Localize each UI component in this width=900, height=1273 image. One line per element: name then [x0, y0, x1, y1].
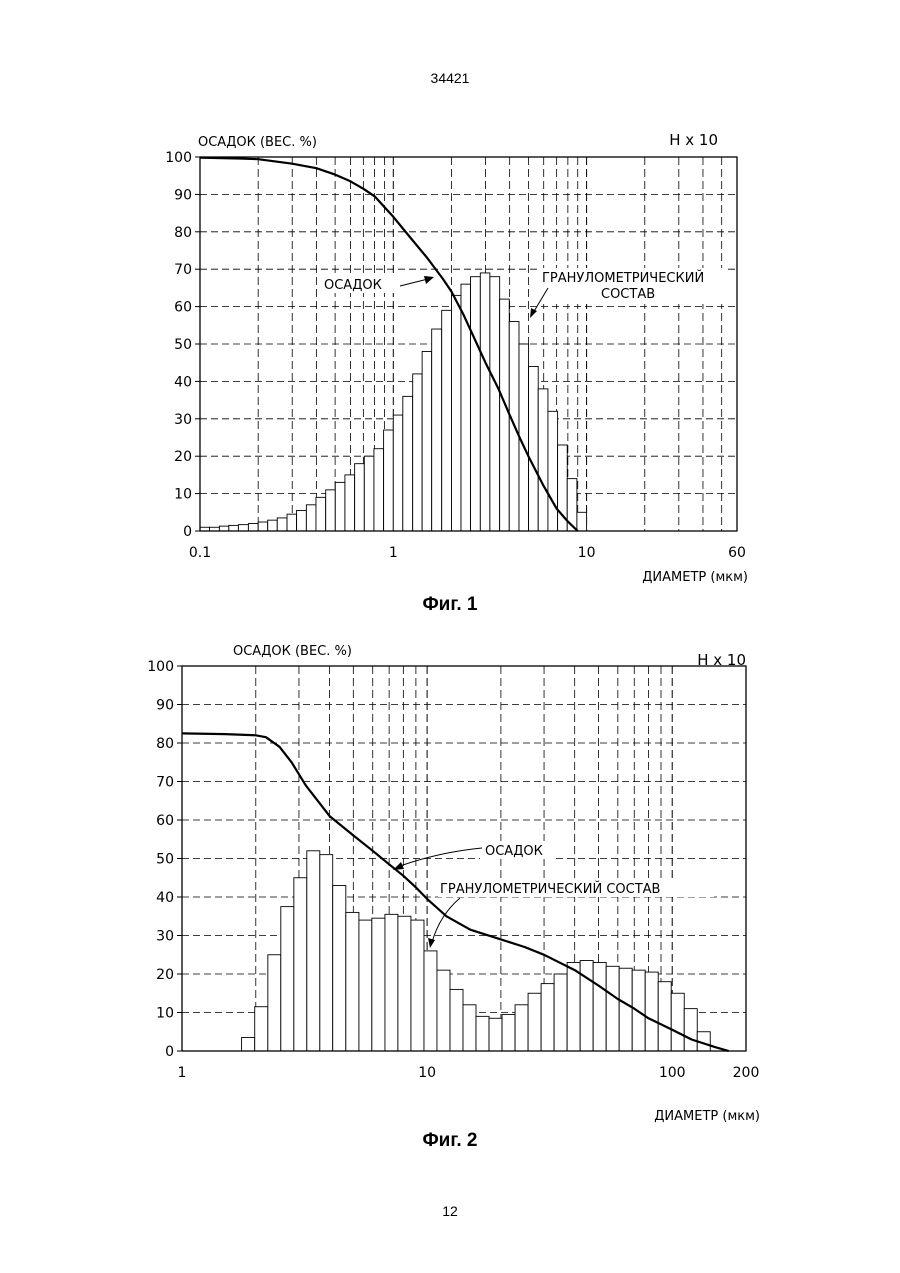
- fig2-histogram-bar: [346, 912, 359, 1051]
- fig2-histogram-bar: [541, 984, 554, 1051]
- fig2-histogram-bar: [359, 920, 372, 1051]
- fig2-histogram-bar: [463, 1005, 476, 1051]
- fig2-y-tick-label: 20: [156, 967, 174, 983]
- fig2-y-tick-label: 10: [156, 1006, 174, 1022]
- fig2-histogram-bar: [554, 974, 567, 1051]
- fig2-y-axis-title: ОСАДОК (ВЕС. %): [233, 644, 352, 659]
- fig2-y-tick-label: 100: [147, 659, 174, 675]
- fig2-histogram-bar: [671, 993, 684, 1051]
- fig2-y-tick-label: 70: [156, 775, 174, 791]
- fig2-histogram-bar: [502, 1014, 515, 1051]
- figure-2-caption: Фиг. 2: [0, 1130, 900, 1152]
- fig2-histogram-bar: [658, 982, 671, 1051]
- fig2-histogram-bar: [372, 918, 385, 1051]
- fig2-y-tick-label: 90: [156, 698, 174, 714]
- fig2-histogram-bar: [268, 955, 281, 1051]
- fig2-y-tick-label: 0: [165, 1044, 174, 1060]
- fig2-histogram-bar: [450, 989, 463, 1051]
- fig2-histogram-bar: [489, 1018, 502, 1051]
- fig2-histogram-bar: [645, 972, 658, 1051]
- fig2-x-axis-title: ДИАМЕТР (мкм): [654, 1109, 760, 1124]
- fig2-histogram-bar: [619, 968, 632, 1051]
- fig2-y-tick-label: 60: [156, 813, 174, 829]
- fig2-histogram-bar: [242, 1038, 255, 1051]
- fig2-histogram-bar: [593, 962, 606, 1051]
- fig2-histogram-bar: [307, 851, 320, 1051]
- fig2-histogram-bar: [333, 885, 346, 1051]
- fig2-line-label-arrowhead: [393, 862, 404, 870]
- fig2-histogram-bar: [684, 1009, 697, 1051]
- fig2-histogram-bar: [528, 993, 541, 1051]
- fig2-x-tick-label: 10: [418, 1065, 436, 1081]
- fig2-bars-label-arrowhead: [428, 938, 435, 948]
- fig2-line-label: ОСАДОК: [485, 844, 543, 859]
- fig2-bars-label: ГРАНУЛОМЕТРИЧЕСКИЙ СОСТАВ: [440, 881, 660, 897]
- fig2-x-tick-label: 100: [659, 1065, 686, 1081]
- fig2-histogram-bar: [255, 1007, 268, 1051]
- fig2-multiplier-label: H x 10: [697, 651, 746, 669]
- fig2-histogram-bar: [437, 970, 450, 1051]
- fig2-y-tick-label: 40: [156, 890, 174, 906]
- fig2-histogram-bar: [294, 878, 307, 1051]
- fig2-histogram-bar: [476, 1016, 489, 1051]
- fig2-histogram-bar: [515, 1005, 528, 1051]
- fig2-histogram-bar: [606, 966, 619, 1051]
- fig2-histogram-bar: [567, 962, 580, 1051]
- fig2-histogram-bar: [424, 951, 437, 1051]
- fig2-x-tick-label: 1: [178, 1065, 187, 1081]
- fig2-histogram-bar: [398, 916, 411, 1051]
- fig2-histogram-bar: [385, 914, 398, 1051]
- fig2-histogram-bar: [320, 855, 333, 1051]
- fig2-x-tick-label: 200: [733, 1065, 760, 1081]
- fig2-histogram-bar: [411, 920, 424, 1051]
- fig2-line-label-pointer: [400, 848, 482, 866]
- fig2-y-tick-label: 50: [156, 852, 174, 868]
- fig2-y-tick-label: 80: [156, 736, 174, 752]
- page-number: 12: [0, 1203, 900, 1219]
- fig2-histogram-bar: [281, 907, 294, 1051]
- fig2-y-tick-label: 30: [156, 929, 174, 945]
